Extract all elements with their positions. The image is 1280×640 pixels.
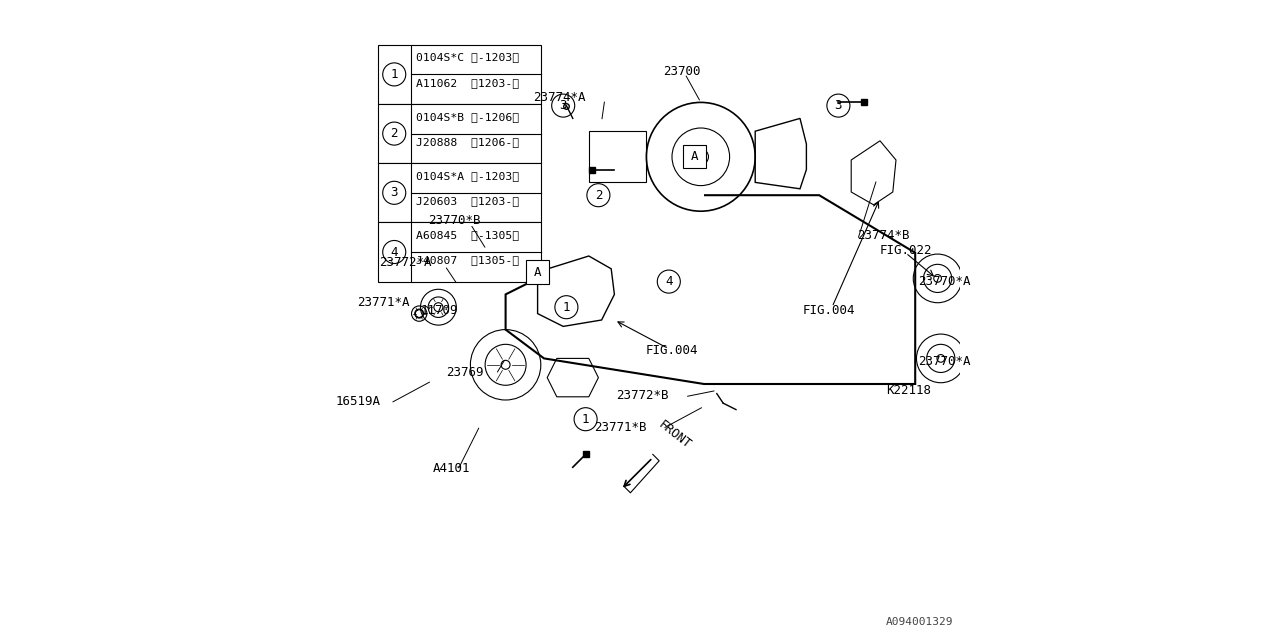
Text: 23769: 23769: [445, 366, 484, 379]
Bar: [378, 104, 540, 163]
Text: J20603  〈1203-〉: J20603 〈1203-〉: [416, 196, 520, 206]
Text: 23774*B: 23774*B: [858, 229, 910, 242]
Text: 0104S*C 〈-1203〉: 0104S*C 〈-1203〉: [416, 52, 520, 63]
Text: 3: 3: [559, 99, 567, 112]
Text: 23772*A: 23772*A: [379, 256, 433, 269]
Text: 4: 4: [666, 275, 672, 288]
Text: 23770*B: 23770*B: [428, 214, 481, 227]
Text: 1: 1: [390, 68, 398, 81]
Text: FIG.022: FIG.022: [879, 244, 932, 257]
Text: A60845  〈-1305〉: A60845 〈-1305〉: [416, 230, 520, 240]
Text: 1: 1: [563, 301, 570, 314]
Text: A: A: [691, 150, 698, 163]
Text: A: A: [534, 266, 541, 278]
Text: 2: 2: [595, 189, 602, 202]
Text: 2: 2: [390, 127, 398, 140]
Text: 11709: 11709: [420, 304, 458, 317]
Text: 3: 3: [835, 99, 842, 112]
Bar: [378, 163, 540, 223]
Bar: [589, 131, 646, 182]
Text: 23771*A: 23771*A: [357, 296, 410, 308]
Text: 23771*B: 23771*B: [594, 421, 646, 434]
Text: 3: 3: [390, 186, 398, 199]
Text: 23770*A: 23770*A: [919, 355, 972, 368]
FancyBboxPatch shape: [684, 145, 707, 168]
FancyBboxPatch shape: [526, 260, 549, 284]
Text: 23770*A: 23770*A: [919, 275, 972, 288]
Text: J40807  〈1305-〉: J40807 〈1305-〉: [416, 255, 520, 265]
Text: 23700: 23700: [663, 65, 700, 78]
Text: 23774*A: 23774*A: [532, 91, 585, 104]
Text: FIG.004: FIG.004: [803, 304, 855, 317]
Text: FRONT: FRONT: [657, 418, 694, 451]
Text: 0104S*A 〈-1203〉: 0104S*A 〈-1203〉: [416, 171, 520, 181]
Text: J20888  〈1206-〉: J20888 〈1206-〉: [416, 137, 520, 147]
Text: 0104S*B 〈-1206〉: 0104S*B 〈-1206〉: [416, 112, 520, 122]
Text: 16519A: 16519A: [335, 395, 381, 408]
Text: 4: 4: [390, 246, 398, 259]
Text: A094001329: A094001329: [886, 617, 954, 627]
Bar: [378, 45, 540, 104]
Text: K22118: K22118: [886, 384, 932, 397]
Text: 1: 1: [582, 413, 589, 426]
Text: FIG.004: FIG.004: [645, 344, 699, 357]
Text: 23772*B: 23772*B: [616, 389, 668, 402]
Text: A11062  〈1203-〉: A11062 〈1203-〉: [416, 77, 520, 88]
Text: A4101: A4101: [433, 462, 470, 475]
Bar: [378, 223, 540, 282]
